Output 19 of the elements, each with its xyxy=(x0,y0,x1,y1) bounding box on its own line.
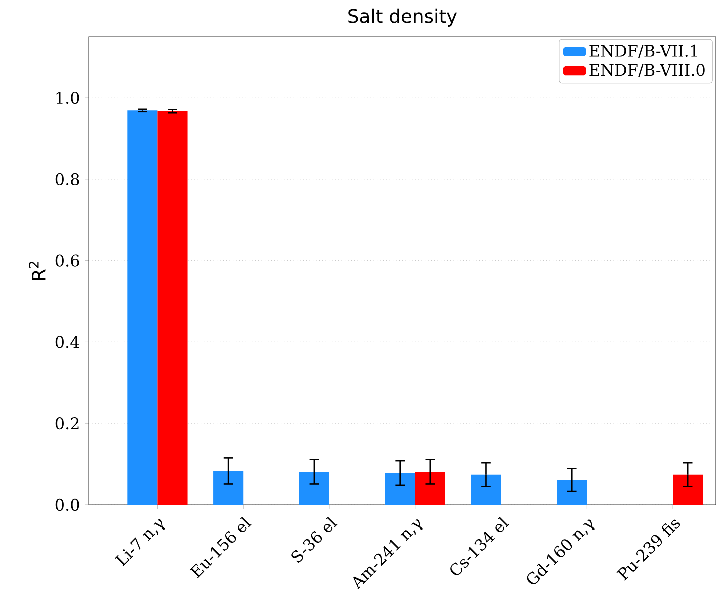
y-tick-label: 0.2 xyxy=(56,418,79,430)
bar xyxy=(415,472,446,505)
legend-label: ENDF/B-VII.1 xyxy=(590,44,698,58)
bar xyxy=(557,480,588,505)
bar xyxy=(471,474,502,505)
y-tick-label: 1.0 xyxy=(56,92,80,104)
bar xyxy=(673,474,704,505)
bar xyxy=(214,471,244,505)
chart-title: Salt density xyxy=(348,8,458,27)
bar xyxy=(385,473,416,505)
bar xyxy=(158,111,188,505)
y-tick-label: 0.4 xyxy=(56,336,80,348)
y-tick-label: 0.8 xyxy=(56,173,80,186)
legend-label: ENDF/B-VIII.0 xyxy=(590,64,705,78)
y-tick-label: 0.0 xyxy=(56,498,80,512)
y-tick-label: 0.6 xyxy=(56,254,80,267)
y-axis-title: R$^{2}$ xyxy=(29,262,46,280)
bar xyxy=(299,472,330,505)
bar xyxy=(128,110,158,505)
